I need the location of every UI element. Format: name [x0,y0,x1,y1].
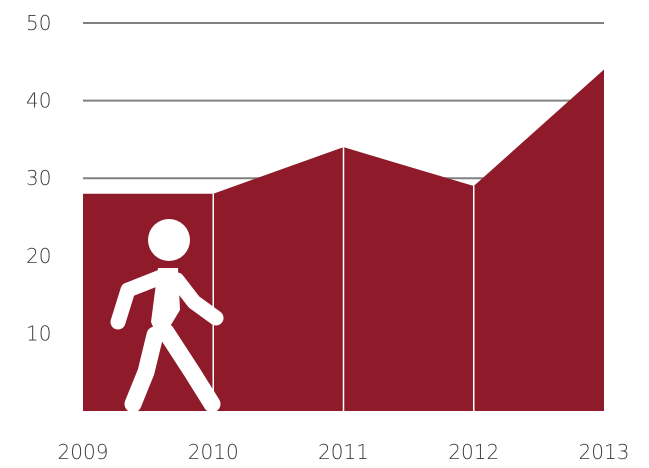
segment-separators [212,147,475,411]
x-tick-label: 2012 [448,440,499,464]
x-tick-label: 2009 [58,440,109,464]
x-tick-label: 2013 [579,440,630,464]
y-tick-label: 30 [26,166,51,190]
x-tick-label: 2011 [318,440,369,464]
x-tick-label: 2010 [188,440,239,464]
y-tick-label: 10 [26,321,51,345]
x-axis-ticks: 2009 2010 2011 2012 2013 [58,440,630,464]
y-tick-label: 40 [26,89,51,113]
walking-person-icon [110,219,224,413]
y-axis-ticks: 10 20 30 40 50 [26,11,51,345]
y-tick-label: 50 [26,11,51,35]
y-tick-label: 20 [26,244,51,268]
